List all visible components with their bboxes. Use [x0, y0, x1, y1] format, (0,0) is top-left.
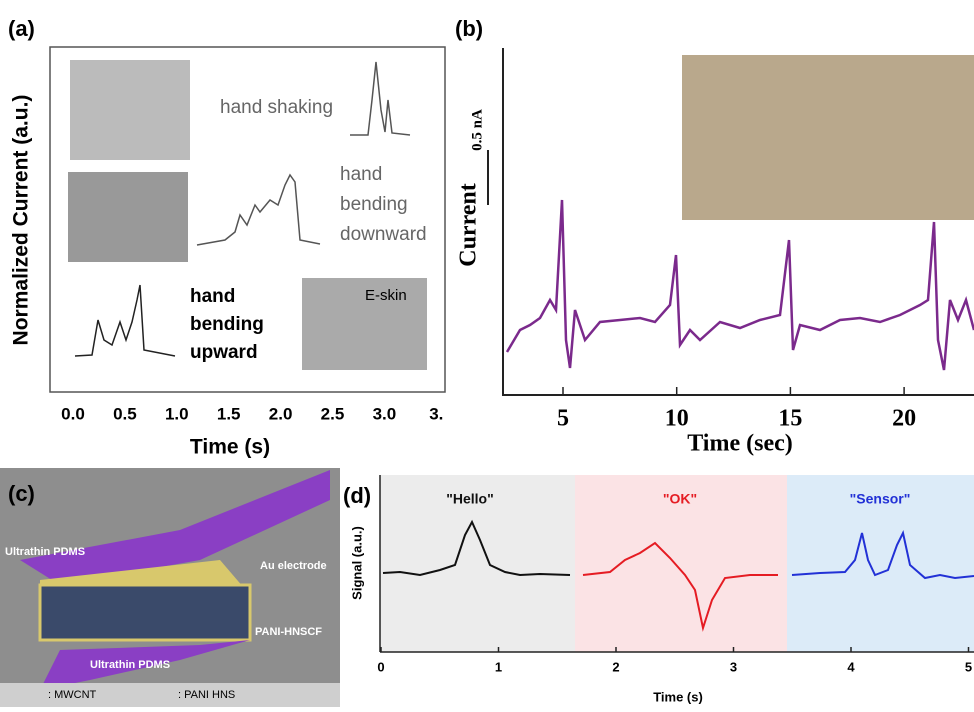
- annotation: Ultrathin PDMS: [90, 659, 170, 671]
- y-axis-title: Current: [456, 183, 482, 267]
- annotation: PANI-HNSCF: [255, 626, 322, 638]
- photo: [70, 60, 190, 160]
- signal-curve: [350, 62, 410, 135]
- x-tick-label: 3.0: [373, 404, 397, 423]
- photo: [682, 55, 974, 220]
- signal-curve: [507, 200, 974, 370]
- x-tick-label: 10: [665, 406, 689, 432]
- annotation: Ultrathin PDMS: [5, 546, 85, 558]
- x-tick-label: 1.5: [217, 404, 241, 423]
- panel-c: (c) Ultrathin PDMS Au electrode PANI-HNS…: [0, 468, 340, 707]
- panel-d: (d) "Hello" "OK" "Sensor" Signal (a.u.) …: [343, 475, 974, 704]
- panel-label: (c): [8, 481, 35, 506]
- x-tick-label: 1.0: [165, 404, 189, 423]
- annotation: hand: [190, 286, 235, 307]
- signal-curve: [197, 175, 320, 245]
- annotation: hand: [340, 164, 382, 185]
- signal-curve: [75, 285, 175, 356]
- legend-entry: : PANI HNS: [178, 689, 235, 701]
- page: html,body{margin:0;padding:0;background:…: [0, 0, 974, 707]
- panel-b: (b) 0.5 nA Current 5 10 15 20 Time (sec): [455, 16, 974, 457]
- annotation: downward: [340, 224, 427, 245]
- x-ticks: 5 10 15 20: [557, 387, 916, 432]
- x-axis-title: Time (s): [190, 436, 270, 459]
- x-tick-label: 5: [965, 659, 972, 674]
- annotation: E-skin: [365, 287, 407, 304]
- x-axis-title: Time (s): [653, 689, 703, 704]
- x-tick-label: 3.: [429, 404, 443, 423]
- word-label: "Hello": [446, 491, 494, 507]
- annotation: hand shaking: [220, 97, 333, 118]
- annotation: upward: [190, 342, 258, 363]
- annotation: Au electrode: [260, 560, 327, 572]
- x-tick-label: 3: [730, 659, 737, 674]
- x-tick-label: 1: [495, 659, 502, 674]
- annotation: bending: [340, 194, 408, 215]
- composite-layer: [40, 585, 250, 640]
- figure: (a) hand shaking hand bending downward h…: [0, 0, 974, 707]
- x-tick-label: 4: [847, 659, 855, 674]
- x-tick-label: 20: [892, 406, 916, 432]
- panel-label: (b): [455, 16, 483, 41]
- x-axis-title: Time (sec): [687, 431, 793, 457]
- scale-bar-label: 0.5 nA: [469, 109, 485, 151]
- panel-label: (a): [8, 16, 35, 41]
- x-tick-label: 2.0: [269, 404, 293, 423]
- x-tick-label: 0: [377, 659, 384, 674]
- body: {"panels":[ {"label":"(a)","x_axis_title…: [0, 0, 974, 707]
- x-tick-label: 2: [612, 659, 619, 674]
- photo: [68, 172, 188, 262]
- legend-entry: : MWCNT: [48, 689, 97, 701]
- x-tick-label: 2.5: [321, 404, 345, 423]
- x-tick-label: 0.0: [61, 404, 85, 423]
- x-tick-label: 15: [778, 406, 802, 432]
- x-ticks: 0.0 0.5 1.0 1.5 2.0 2.5 3.0 3.: [61, 392, 443, 423]
- word-label: "OK": [663, 491, 697, 507]
- panel-a: (a) hand shaking hand bending downward h…: [8, 16, 445, 459]
- y-axis-title: Normalized Current (a.u.): [10, 95, 33, 346]
- x-tick-label: 5: [557, 406, 569, 432]
- x-tick-label: 0.5: [113, 404, 137, 423]
- panel-label: (d): [343, 483, 371, 508]
- annotation: bending: [190, 314, 264, 335]
- word-label: "Sensor": [850, 491, 911, 507]
- y-axis-title: Signal (a.u.): [349, 526, 364, 600]
